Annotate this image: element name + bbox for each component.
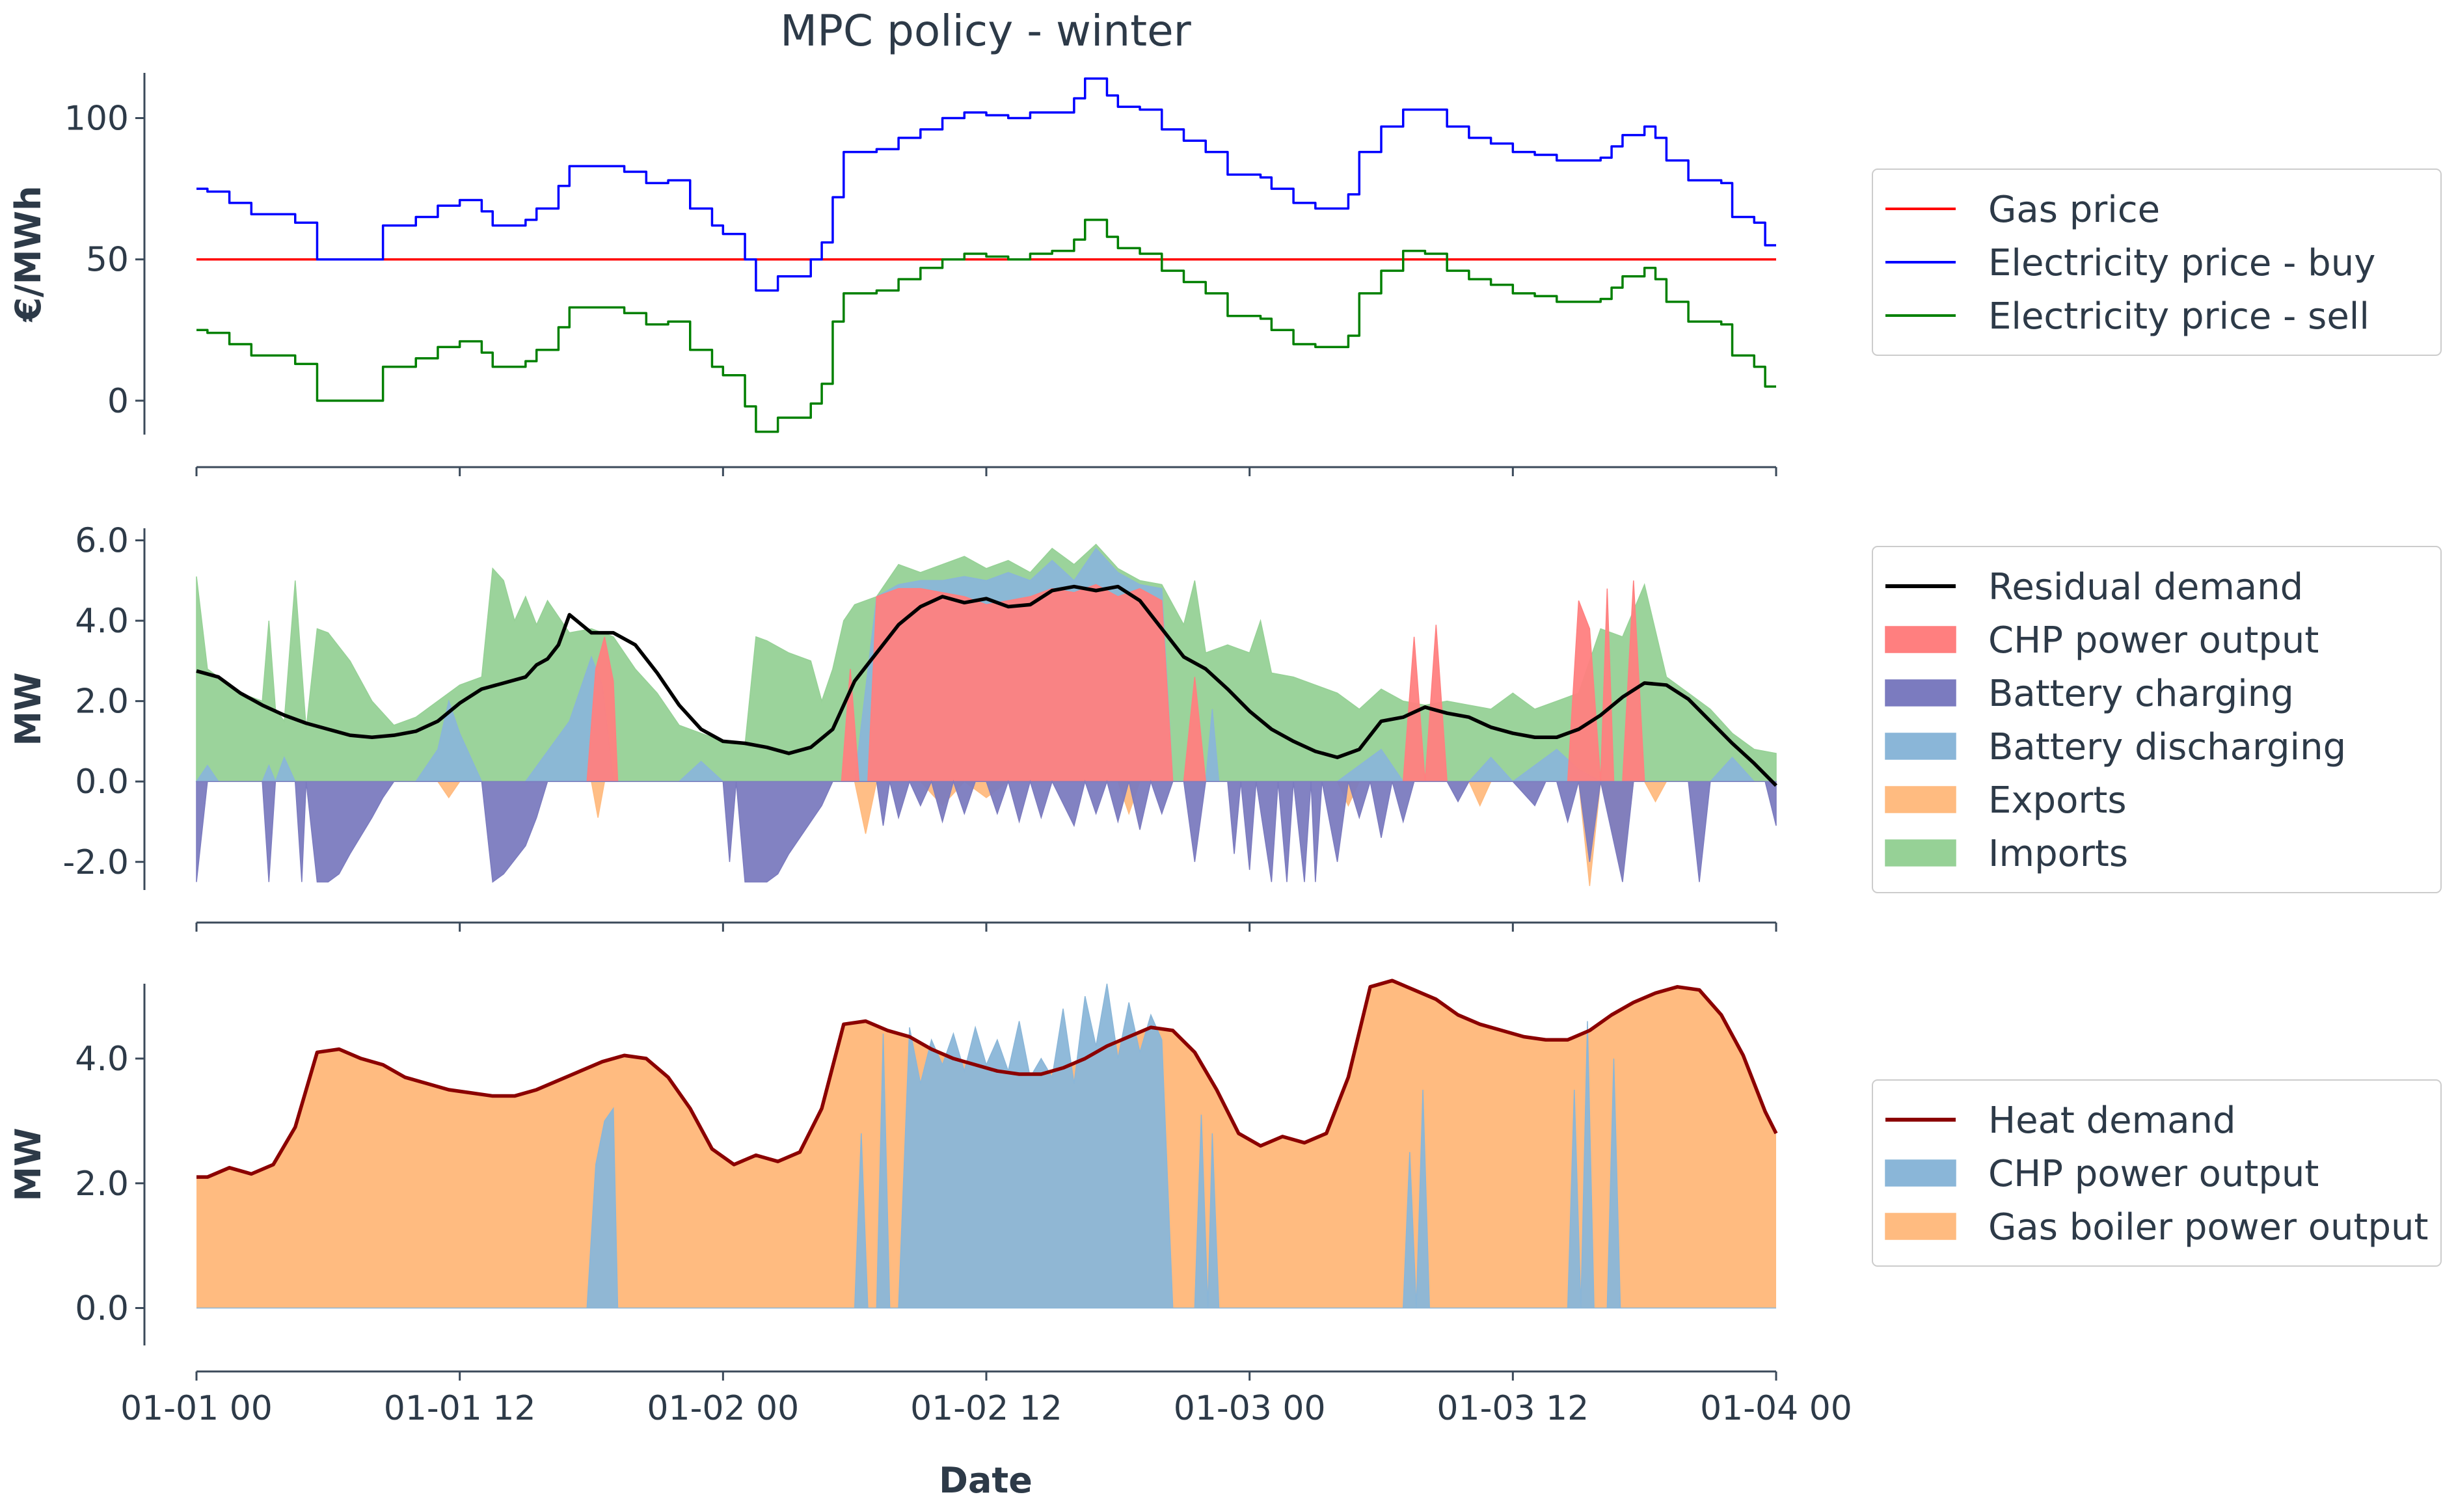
legend-swatch xyxy=(1885,839,1956,867)
legend-swatch xyxy=(1885,786,1956,813)
y-axis-title: MW xyxy=(8,672,49,746)
legend-label: Heat demand xyxy=(1988,1100,2236,1142)
y-tick-label: 2.0 xyxy=(75,1165,129,1204)
legend-label: Gas price xyxy=(1988,189,2160,231)
chp-power-output-area xyxy=(196,983,1776,1309)
electricity-legend: Residual demand CHP power output Battery c… xyxy=(1872,546,2442,893)
heat-panel: 0.0 2.0 4.0 MW xyxy=(8,979,1778,1381)
legend-swatch xyxy=(1885,626,1956,653)
x-tick-label: 01-02 00 xyxy=(647,1389,799,1428)
x-axis-title: Date xyxy=(939,1460,1032,1501)
legend-label: Battery charging xyxy=(1988,673,2294,715)
y-tick-label: 0.0 xyxy=(75,763,129,802)
heat-legend: Heat demand CHP power output Gas boiler po… xyxy=(1872,1079,2442,1267)
legend-label: Gas boiler power output xyxy=(1988,1206,2428,1249)
y-tick-label: 6.0 xyxy=(75,522,129,561)
legend-label: Electricity price - buy xyxy=(1988,242,2375,284)
chart-title: MPC policy - winter xyxy=(780,6,1192,56)
exports-area xyxy=(196,781,1776,886)
y-tick-label: 0.0 xyxy=(75,1289,129,1328)
y-tick-label: 50 xyxy=(86,241,129,280)
legend-box xyxy=(1872,546,2442,893)
legend-label: Exports xyxy=(1988,779,2127,822)
legend-box xyxy=(1872,169,2442,356)
x-tick-label: 01-02 12 xyxy=(910,1389,1062,1428)
electricity-panel: -2.0 0.0 2.0 4.0 6.0 MW xyxy=(8,522,1777,932)
legend-swatch xyxy=(1885,1213,1956,1240)
legend-swatch xyxy=(1885,733,1956,760)
price-panel: 0 50 100 €/MWh xyxy=(8,73,1777,476)
legend-label: CHP power output xyxy=(1988,1153,2319,1195)
electricity-price-sell-line xyxy=(196,219,1776,433)
x-tick-label: 01-03 12 xyxy=(1437,1389,1589,1428)
y-tick-label: 2.0 xyxy=(75,682,129,722)
x-tick-label: 01-03 00 xyxy=(1174,1389,1326,1428)
x-axis: 01-01 00 01-01 12 01-02 00 01-02 12 01-03 00… xyxy=(120,1389,1852,1428)
x-tick-label: 01-04 00 xyxy=(1700,1389,1852,1428)
y-axis-title: MW xyxy=(8,1127,49,1201)
residual-demand-line xyxy=(196,584,1777,787)
y-tick-label: 0 xyxy=(107,382,129,421)
legend-label: Residual demand xyxy=(1988,566,2303,608)
legend-box xyxy=(1872,1079,2442,1267)
battery-charging-area xyxy=(196,779,1777,884)
y-tick-label: 4.0 xyxy=(75,1040,129,1079)
legend-label: Battery discharging xyxy=(1988,726,2346,768)
x-tick-label: 01-01 12 xyxy=(384,1389,536,1428)
legend-label: CHP power output xyxy=(1988,619,2319,662)
price-legend: Gas price Electricity price - buy Electric… xyxy=(1872,169,2442,356)
heat-demand-line xyxy=(196,979,1778,1179)
x-tick-label: 01-01 00 xyxy=(120,1389,273,1428)
y-axis-title: €/MWh xyxy=(8,185,49,323)
y-tick-label: 4.0 xyxy=(75,602,129,641)
legend-swatch xyxy=(1885,679,1956,707)
electricity-price-buy-line xyxy=(196,77,1776,292)
legend-swatch xyxy=(1885,1159,1956,1187)
y-tick-label: 100 xyxy=(64,100,129,139)
legend-label: Imports xyxy=(1988,833,2128,875)
y-tick-label: -2.0 xyxy=(63,843,129,882)
legend-label: Electricity price - sell xyxy=(1988,295,2369,338)
